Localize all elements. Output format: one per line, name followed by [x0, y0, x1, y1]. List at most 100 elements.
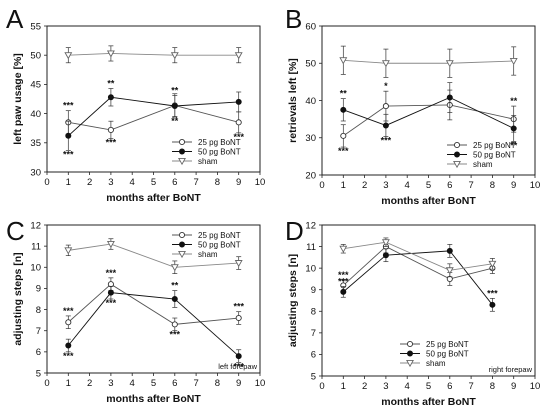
x-axis-label: months after BoNT	[106, 192, 201, 204]
x-axis-label: months after BoNT	[381, 195, 476, 207]
x-axis-label: months after BoNT	[106, 393, 201, 405]
x-tick-label: 3	[383, 381, 388, 392]
data-point	[445, 60, 454, 68]
data-point	[446, 247, 453, 254]
legend-label: 50 pg BoNT	[198, 148, 241, 157]
x-tick-label: 3	[383, 180, 388, 191]
series-line	[343, 250, 493, 306]
data-point	[235, 119, 242, 126]
data-point	[235, 314, 242, 322]
y-tick-label: 8	[36, 305, 41, 316]
x-tick-label: 0	[44, 378, 49, 389]
data-point	[381, 239, 390, 247]
x-tick-label: 9	[236, 378, 241, 389]
significance-mark: ***	[487, 288, 498, 298]
x-tick-label: 5	[426, 381, 431, 392]
data-point	[65, 319, 72, 326]
significance-mark: ***	[106, 138, 117, 148]
y-tick-label: 9	[36, 284, 41, 295]
data-point	[171, 321, 178, 328]
data-point	[107, 94, 114, 101]
legend-marker	[178, 148, 185, 155]
x-tick-label: 1	[66, 378, 71, 389]
series-sham	[64, 238, 243, 274]
legend-label: 50 pg BoNT	[426, 350, 469, 359]
y-tick-label: 7	[311, 328, 316, 339]
series-line	[67, 292, 239, 357]
data-point	[510, 125, 517, 132]
series-sham	[64, 45, 243, 64]
y-tick-label: 30	[30, 167, 41, 178]
x-tick-label: 6	[172, 177, 177, 188]
x-tick-label: 0	[319, 381, 324, 392]
y-tick-label: 10	[305, 263, 316, 274]
y-tick-label: 10	[30, 263, 41, 274]
series-50-pg-bont: ******	[338, 244, 498, 312]
data-point	[235, 98, 242, 105]
series-sham	[339, 237, 497, 278]
y-tick-label: 50	[305, 59, 316, 70]
significance-mark: ***	[233, 302, 244, 312]
legend-marker	[453, 151, 460, 158]
data-point	[170, 264, 179, 272]
x-tick-label: 9	[511, 381, 516, 392]
x-tick-label: 5	[151, 177, 156, 188]
x-tick-label: 2	[87, 378, 92, 389]
y-tick-label: 20	[305, 170, 316, 181]
corner-note: left forepaw	[218, 362, 257, 371]
x-tick-label: 7	[193, 378, 198, 389]
data-point	[382, 103, 389, 110]
data-point	[235, 353, 242, 360]
y-tick-label: 12	[30, 220, 41, 231]
legend-marker	[453, 141, 461, 149]
y-tick-label: 11	[31, 241, 41, 252]
significance-mark: ***	[63, 306, 74, 316]
y-tick-label: 45	[30, 80, 41, 91]
series-50-pg-bont: *******	[340, 82, 518, 150]
significance-mark: ***	[233, 132, 244, 142]
data-point	[171, 295, 178, 302]
data-point	[171, 103, 178, 110]
x-tick-label: 9	[236, 177, 241, 188]
x-tick-label: 5	[426, 180, 431, 191]
series-50-pg-bont: *******	[63, 78, 242, 159]
legend-label: 25 pg BoNT	[198, 231, 241, 240]
x-tick-label: 10	[530, 381, 541, 392]
data-point	[340, 132, 347, 139]
significance-mark: ***	[63, 351, 74, 361]
y-tick-label: 6	[36, 347, 41, 358]
y-axis-label: retrievals left [%]	[287, 58, 299, 143]
x-tick-label: 9	[511, 180, 516, 191]
x-tick-label: 2	[87, 177, 92, 188]
series-25-pg-bont: *** *** *** ***	[63, 268, 244, 340]
x-tick-label: 0	[319, 180, 324, 191]
data-point	[382, 122, 389, 129]
x-tick-label: 6	[447, 180, 452, 191]
significance-mark: **	[510, 96, 518, 106]
y-tick-label: 35	[30, 138, 41, 149]
x-axis-label: months after BoNT	[381, 396, 476, 408]
series-sham	[339, 45, 518, 78]
data-point	[170, 52, 179, 60]
y-tick-label: 40	[30, 109, 41, 120]
panel-letter: D	[285, 216, 304, 246]
y-tick-label: 6	[311, 350, 316, 361]
data-point	[339, 245, 348, 253]
legend-label: sham	[473, 160, 493, 169]
x-tick-label: 8	[215, 378, 220, 389]
panel-letter: A	[6, 4, 24, 34]
x-tick-label: 8	[490, 381, 495, 392]
y-tick-label: 60	[305, 21, 316, 32]
panel-letter: B	[285, 4, 302, 34]
data-point	[107, 289, 114, 296]
x-tick-label: 4	[130, 378, 135, 389]
x-tick-label: 10	[255, 177, 266, 188]
data-point	[509, 58, 518, 66]
significance-mark: *	[384, 81, 388, 91]
data-point	[445, 267, 454, 275]
data-point	[382, 252, 389, 259]
